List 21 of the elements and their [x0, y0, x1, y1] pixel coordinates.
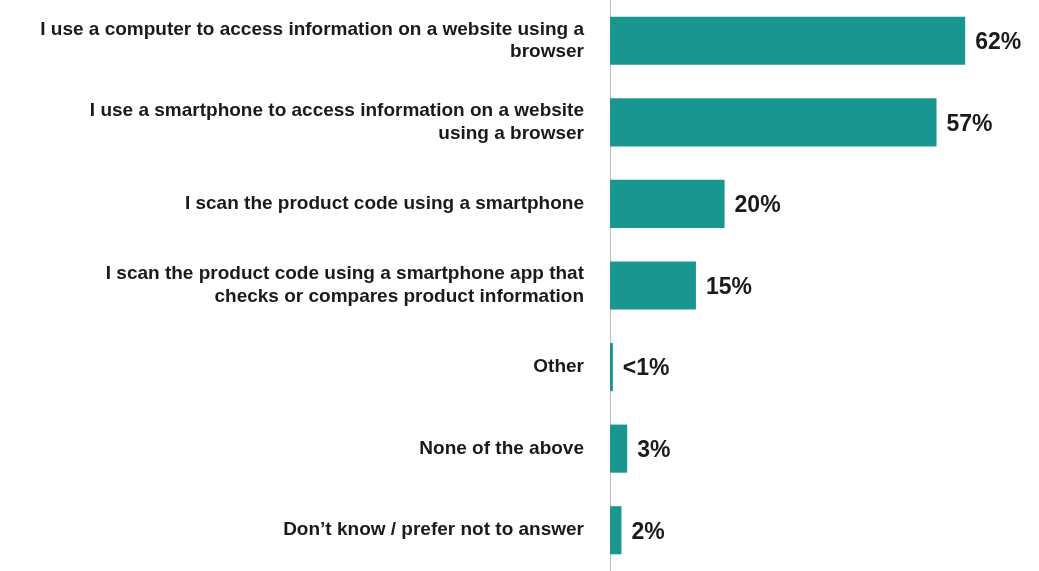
- data-label: 15%: [705, 272, 752, 299]
- y-tick-label: None of the above: [419, 436, 584, 458]
- y-tick-label: Don’t know / prefer not to answer: [283, 518, 585, 540]
- y-tick-label: I scan the product code using a smartphone: [184, 192, 584, 214]
- y-tick-label: I use a smartphone to access information on a website using a browser: [89, 99, 585, 143]
- data-label: 3%: [637, 435, 671, 462]
- y-tick-label: I use a computer to access information on a website using a browser: [40, 17, 585, 62]
- bar: [610, 424, 628, 473]
- bar: [610, 98, 937, 147]
- data-label: <1%: [622, 354, 670, 381]
- data-label: 62%: [975, 28, 1022, 55]
- y-tick-label: I scan the product code using a smartphone app that checks or compares product information: [105, 262, 585, 307]
- bar: [610, 179, 725, 228]
- y-tick-label: Other: [533, 355, 585, 377]
- data-label: 57%: [946, 109, 993, 136]
- data-label: 2%: [631, 517, 665, 544]
- bar: [610, 16, 966, 65]
- bar: [610, 261, 696, 310]
- bar: [610, 506, 622, 555]
- bar: [610, 343, 613, 392]
- data-label: 20%: [734, 191, 781, 218]
